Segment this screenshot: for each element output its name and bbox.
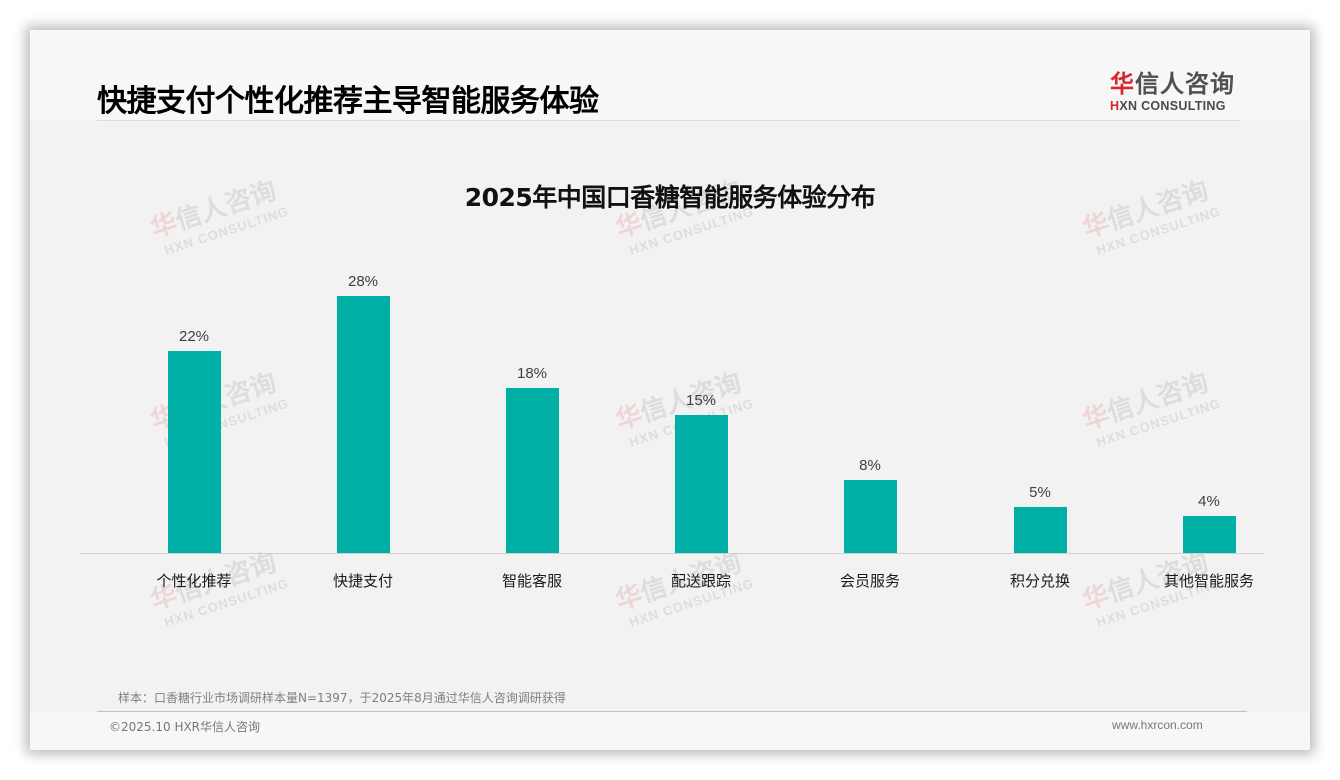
logo-en-rest: XN CONSULTING [1119,99,1226,113]
bar [1013,507,1067,553]
data-label: 22% [178,328,210,346]
category-label: 其他智能服务 [1163,572,1254,590]
bar-group: 18% [492,365,572,553]
bar-group: 28% [323,273,403,553]
category-label: 快捷支付 [332,572,393,590]
data-label: 28% [347,272,379,290]
category-label: 积分兑换 [1009,572,1070,590]
page-title: 快捷支付个性化推荐主导智能服务体验 [97,84,599,119]
slide: 快捷支付个性化推荐主导智能服务体验 华信人咨询 HXN CONSULTING 华… [30,30,1310,750]
footer-band [30,712,1310,750]
logo-cn-accent: 华 [1110,70,1135,98]
bar [843,479,897,553]
bar-group: 4% [1169,493,1249,553]
bar [674,415,728,553]
footer-divider [97,711,1247,712]
logo-chinese: 华信人咨询 [1110,64,1242,99]
sample-note: 样本：口香糖行业市场调研样本量N=1397，于2025年8月通过华信人咨询调研获… [118,691,566,705]
category-label: 配送跟踪 [670,572,731,590]
bar [167,351,221,553]
brand-logo: 华信人咨询 HXN CONSULTING [1110,64,1242,113]
chart-title: 2025年中国口香糖智能服务体验分布 [464,183,876,212]
bar-chart-plot: 22% 28% 18% 15% 8% 5% 4% [80,270,1264,554]
category-label: 智能客服 [501,572,562,590]
data-label: 5% [1029,484,1051,502]
data-label: 15% [685,392,717,410]
x-axis-line [80,553,1264,554]
bar-group: 5% [1000,484,1080,553]
title-divider [97,120,1240,121]
data-label: 18% [516,364,548,382]
bar [336,295,390,553]
logo-english: HXN CONSULTING [1110,99,1242,113]
bar-group: 8% [830,457,910,553]
data-label: 4% [1198,493,1220,511]
category-label: 个性化推荐 [156,572,232,590]
header-band [30,30,1310,120]
category-label: 会员服务 [839,572,900,590]
logo-cn-rest: 信人咨询 [1135,70,1235,98]
bar-group: 15% [661,392,741,553]
bar [505,387,559,553]
logo-en-accent: H [1110,99,1120,113]
data-label: 8% [859,456,881,474]
bar [1182,516,1236,553]
copyright: ©2025.10 HXR华信人咨询 [109,720,261,734]
website-link[interactable]: www.hxrcon.com [1112,718,1203,732]
bar-group: 22% [154,328,234,553]
